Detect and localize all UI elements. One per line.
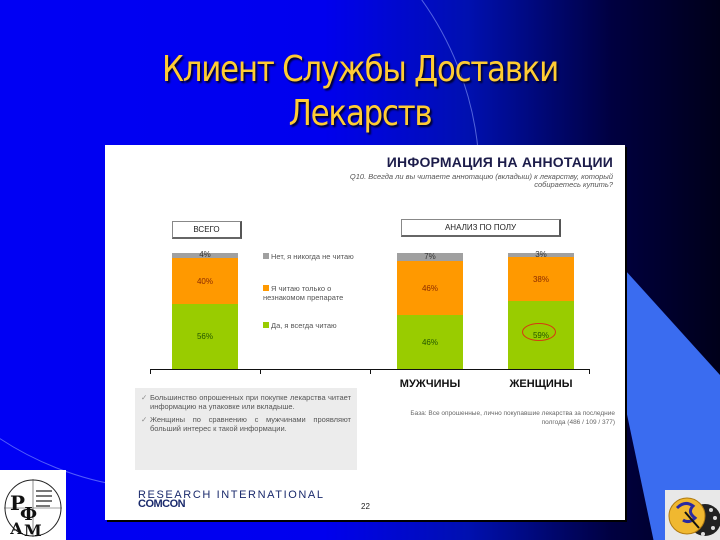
slide-title: Клиент Службы Доставки Лекарств (50, 48, 669, 136)
conclusion-item: ✓ Большинство опрошенных при покупке лек… (141, 393, 351, 411)
bar-men-only-new: 46% (397, 261, 463, 315)
conclusion-item: ✓ Женщины по сравнению с мужчинами прояв… (141, 415, 351, 433)
survey-question: Q10. Всегда ли вы читаете аннотацию (вкл… (349, 172, 613, 189)
bar-label: 46% (421, 337, 438, 347)
legend-label: Да, я всегда читаю (271, 321, 337, 330)
page-number: 22 (361, 502, 370, 511)
legend-never: Нет, я никогда не читаю (263, 252, 354, 261)
axis-tick (260, 369, 261, 374)
legend-always: Да, я всегда читаю (263, 321, 337, 330)
conclusion-text: Большинство опрошенных при покупке лекар… (150, 393, 351, 411)
chart-panel: ИНФОРМАЦИЯ НА АННОТАЦИИ Q10. Всегда ли в… (105, 145, 625, 520)
category-label-men: МУЖЧИНЫ (399, 378, 461, 390)
svg-text:Р: Р (10, 491, 25, 515)
svg-text:А: А (10, 519, 23, 538)
slide-title-line1: Клиент Службы Доставки (162, 49, 559, 90)
axis-tick (589, 369, 590, 374)
bar-men-always: 46% (397, 315, 463, 369)
category-label-women: ЖЕНЩИНЫ (509, 378, 573, 390)
highlight-circle (522, 323, 556, 341)
legend-only-new: Я читаю только о незнакомом препарате (263, 284, 363, 302)
slide-title-line2: Лекарств (288, 93, 433, 134)
rfam-logo: Р Ф А М (0, 470, 66, 540)
bar-women-only-new: 38% (508, 257, 574, 301)
bar-women: 3% 38% 59% (508, 249, 574, 369)
bar-men: 7% 46% 46% (397, 251, 463, 369)
checkmark-icon: ✓ (141, 393, 148, 402)
chart-heading: ИНФОРМАЦИЯ НА АННОТАЦИИ (386, 154, 613, 170)
rfam-emblem-icon: Р Ф А М (4, 479, 62, 540)
axis-tick (150, 369, 151, 374)
bar-label: 7% (424, 251, 436, 261)
brand-line2: COMCON (138, 498, 186, 510)
bar-total-always: 56% (172, 304, 238, 369)
svg-text:Ф: Ф (20, 504, 37, 525)
conclusions-box: ✓ Большинство опрошенных при покупке лек… (135, 388, 357, 470)
gender-analysis-header-box: АНАЛИЗ ПО ПОЛУ (401, 219, 561, 237)
legend-swatch-grey (263, 253, 269, 259)
legend-label: Я читаю только о незнакомом препарате (263, 284, 344, 302)
pharmacy-logo (665, 490, 720, 540)
sample-base-note: База: Все опрошенные, лично покупавшие л… (410, 410, 615, 426)
bar-label: 38% (532, 274, 549, 284)
brand-line1: RESEARCH INTERNATIONAL (138, 489, 325, 501)
checkmark-icon: ✓ (141, 415, 148, 424)
bar-women-never: 3% (508, 249, 574, 259)
total-header-box: ВСЕГО (172, 221, 242, 239)
legend-label: Нет, я никогда не читаю (271, 252, 354, 261)
research-international-logo: RESEARCH INTERNATIONAL COMCON (138, 489, 325, 510)
bar-label: 3% (535, 249, 547, 259)
bar-label: 40% (196, 276, 213, 286)
bar-label: 56% (196, 332, 213, 341)
svg-text:М: М (24, 521, 42, 540)
bar-men-never: 7% (397, 251, 463, 261)
bar-total: 4% 40% 56% (172, 250, 238, 369)
bar-label: 46% (421, 283, 438, 293)
bar-label: 4% (199, 250, 211, 259)
legend-swatch-green (263, 322, 269, 328)
axis-tick (370, 369, 371, 374)
bar-total-only-new: 40% (172, 258, 238, 304)
legend-swatch-orange (263, 285, 269, 291)
pharmacy-emblem-icon (668, 497, 720, 536)
conclusion-text: Женщины по сравнению с мужчинами проявля… (150, 415, 351, 433)
bar-total-never: 4% (172, 250, 238, 259)
